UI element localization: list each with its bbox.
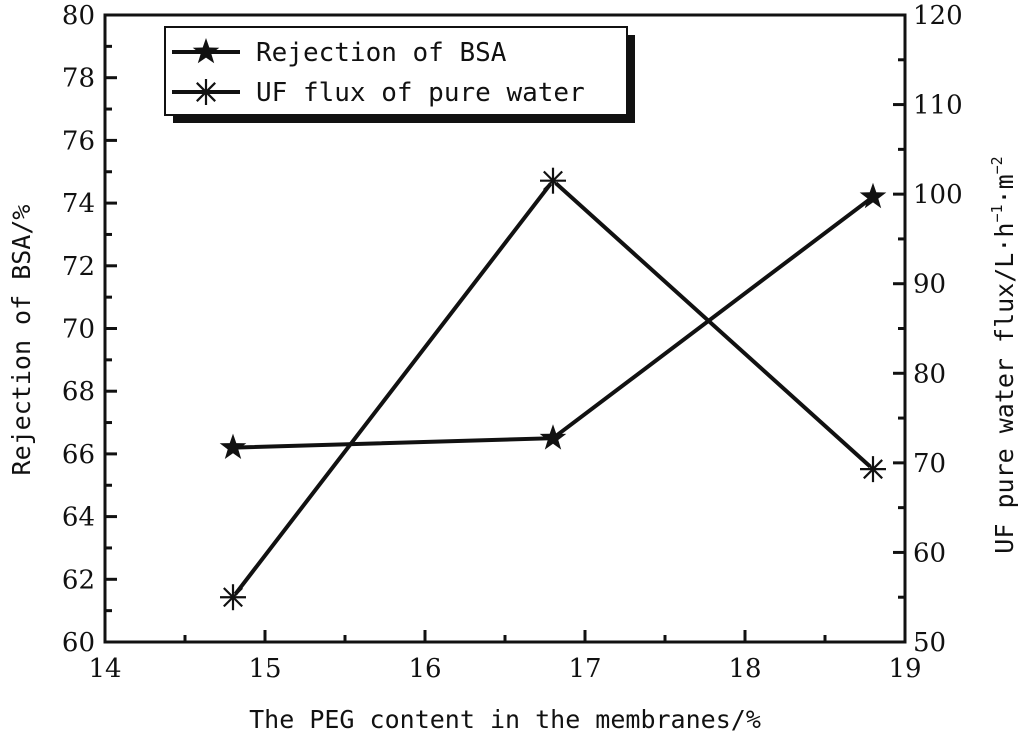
y-left-tick-label: 60 [62,628,95,658]
axis-ticks: 14 15 16 17 18 19 60 62 64 66 68 70 72 74 76 78 80 50 60 70… [62,1,963,684]
data-point-asterisk [860,456,886,483]
y-left-tick-label: 72 [62,252,95,282]
y-right-tick-label: 110 [913,91,963,121]
y-right-tick-label: 50 [913,628,946,658]
y-left-tick-label: 66 [62,440,95,470]
series-markers [219,167,887,611]
y-left-tick-label: 64 [62,503,95,533]
y-axis-right-title-sup1: −1 [988,204,1006,222]
x-tick-label: 16 [408,654,441,684]
y-right-tick-label: 80 [913,359,946,389]
y-axis-right-title-prefix: UF pure water flux/L·h [990,223,1019,554]
y-right-tick-label: 70 [913,449,946,479]
y-right-tick-label: 60 [913,538,946,568]
series-line-0 [232,195,875,450]
legend-label-flux: UF flux of pure water [256,78,585,108]
data-point-asterisk [220,584,246,611]
x-tick-label: 15 [248,654,281,684]
y-right-tick-label: 100 [913,180,963,210]
y-right-tick-label: 90 [913,270,946,300]
y-left-tick-label: 70 [62,315,95,345]
x-tick-label: 18 [728,654,761,684]
y-axis-right-title: UF pure water flux/L·h−1·m−2 [988,156,1019,553]
y-left-tick-label: 68 [62,377,95,407]
legend-box [164,26,628,116]
data-point-asterisk-stroke [863,459,883,480]
y-axis-left-title: Rejection of BSA/% [7,205,36,476]
legend-asterisk-stroke-group [193,79,219,105]
legend-label-rejection: Rejection of BSA [256,38,507,68]
data-point-star [539,424,567,450]
y-left-tick-label: 80 [62,1,95,31]
data-point-asterisk-stroke [223,587,243,608]
x-tick-label: 19 [888,654,921,684]
y-left-tick-label: 62 [62,565,95,595]
x-tick-label: 17 [568,654,601,684]
legend-asterisk-icon [193,79,219,105]
y-left-tick-label: 76 [62,126,95,156]
data-point-asterisk [540,167,566,194]
y-left-tick-label: 74 [62,189,95,219]
y-axis-right-title-sup2: −2 [988,156,1006,174]
data-point-asterisk-stroke [543,170,563,191]
data-point-star [859,182,887,209]
legend-asterisk-stroke-group-stroke [196,82,216,102]
legend-star-icon [192,38,220,64]
x-tick-label: 14 [88,654,121,684]
legend: Rejection of BSA UF flux of pure water [164,26,635,123]
data-point-star [219,433,247,459]
series-lines [231,177,875,599]
y-axis-right-title-mid: ·m [990,174,1019,204]
series-line-1 [231,177,875,599]
y-left-tick-label: 78 [62,64,95,94]
x-axis-title: The PEG content in the membranes/% [249,705,761,734]
y-right-tick-label: 120 [913,1,963,31]
